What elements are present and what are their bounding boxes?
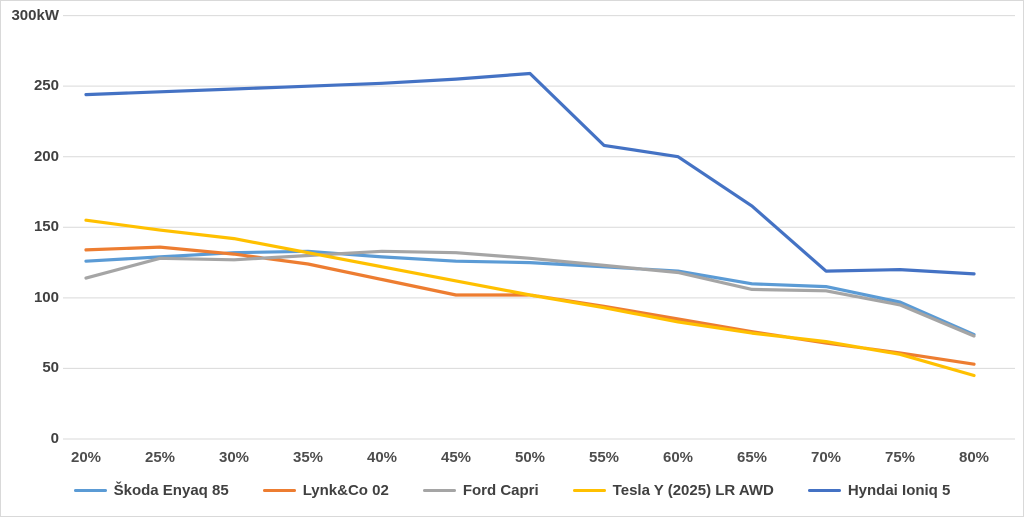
legend-item-tesla-y-2025-lr-awd: Tesla Y (2025) LR AWD (572, 482, 774, 499)
y-axis-label: 0 (50, 430, 59, 447)
y-axis-label: 100 (33, 288, 59, 306)
y-axis-label: 150 (33, 218, 59, 236)
series-line-tesla-y-2025-lr-awd (84, 218, 976, 378)
x-axis-label: 35% (292, 449, 324, 466)
legend-line-swatch-icon (807, 488, 841, 493)
legend-label: Tesla Y (2025) LR AWD (612, 482, 774, 499)
x-axis-label: 75% (884, 449, 916, 466)
x-axis-label: 45% (440, 449, 472, 466)
chart-legend: Škoda Enyaq 85 Lynk&Co 02 Ford Capri Tesla … (1, 482, 1023, 499)
series-line-ford-capri (84, 249, 976, 338)
legend-line-swatch-icon (73, 488, 107, 493)
legend-label: Škoda Enyaq 85 (113, 482, 229, 499)
x-axis-label: 70% (810, 449, 842, 466)
legend-item-lynk-co-02: Lynk&Co 02 (262, 482, 389, 499)
legend-label: Lynk&Co 02 (302, 482, 389, 499)
x-axis-label: 25% (144, 449, 176, 466)
legend-line-swatch-icon (422, 488, 456, 493)
legend-item-ford-capri: Ford Capri (422, 482, 539, 499)
y-axis-label: 300kW (11, 6, 59, 24)
y-axis-label: 250 (33, 77, 59, 95)
x-axis-label: 30% (218, 449, 250, 466)
x-axis-label: 65% (736, 449, 768, 466)
legend-label: Hyndai Ioniq 5 (847, 482, 951, 499)
legend-item--koda-enyaq-85: Škoda Enyaq 85 (73, 482, 229, 499)
y-axis-label: 50 (42, 359, 59, 377)
x-axis-label: 50% (514, 449, 546, 466)
series-line-hyndai-ioniq-5 (84, 71, 976, 276)
legend-item-hyndai-ioniq-5: Hyndai Ioniq 5 (807, 482, 951, 499)
legend-line-swatch-icon (262, 488, 296, 493)
legend-line-swatch-icon (572, 488, 606, 493)
x-axis-label: 20% (70, 449, 102, 466)
x-axis-label: 80% (958, 449, 990, 466)
x-axis-label: 40% (366, 449, 398, 466)
legend-label: Ford Capri (462, 482, 539, 499)
series-line-lynk-co-02 (84, 245, 976, 366)
x-axis-label: 60% (662, 449, 694, 466)
y-axis-label: 200 (33, 147, 59, 165)
x-axis-label: 55% (588, 449, 620, 466)
